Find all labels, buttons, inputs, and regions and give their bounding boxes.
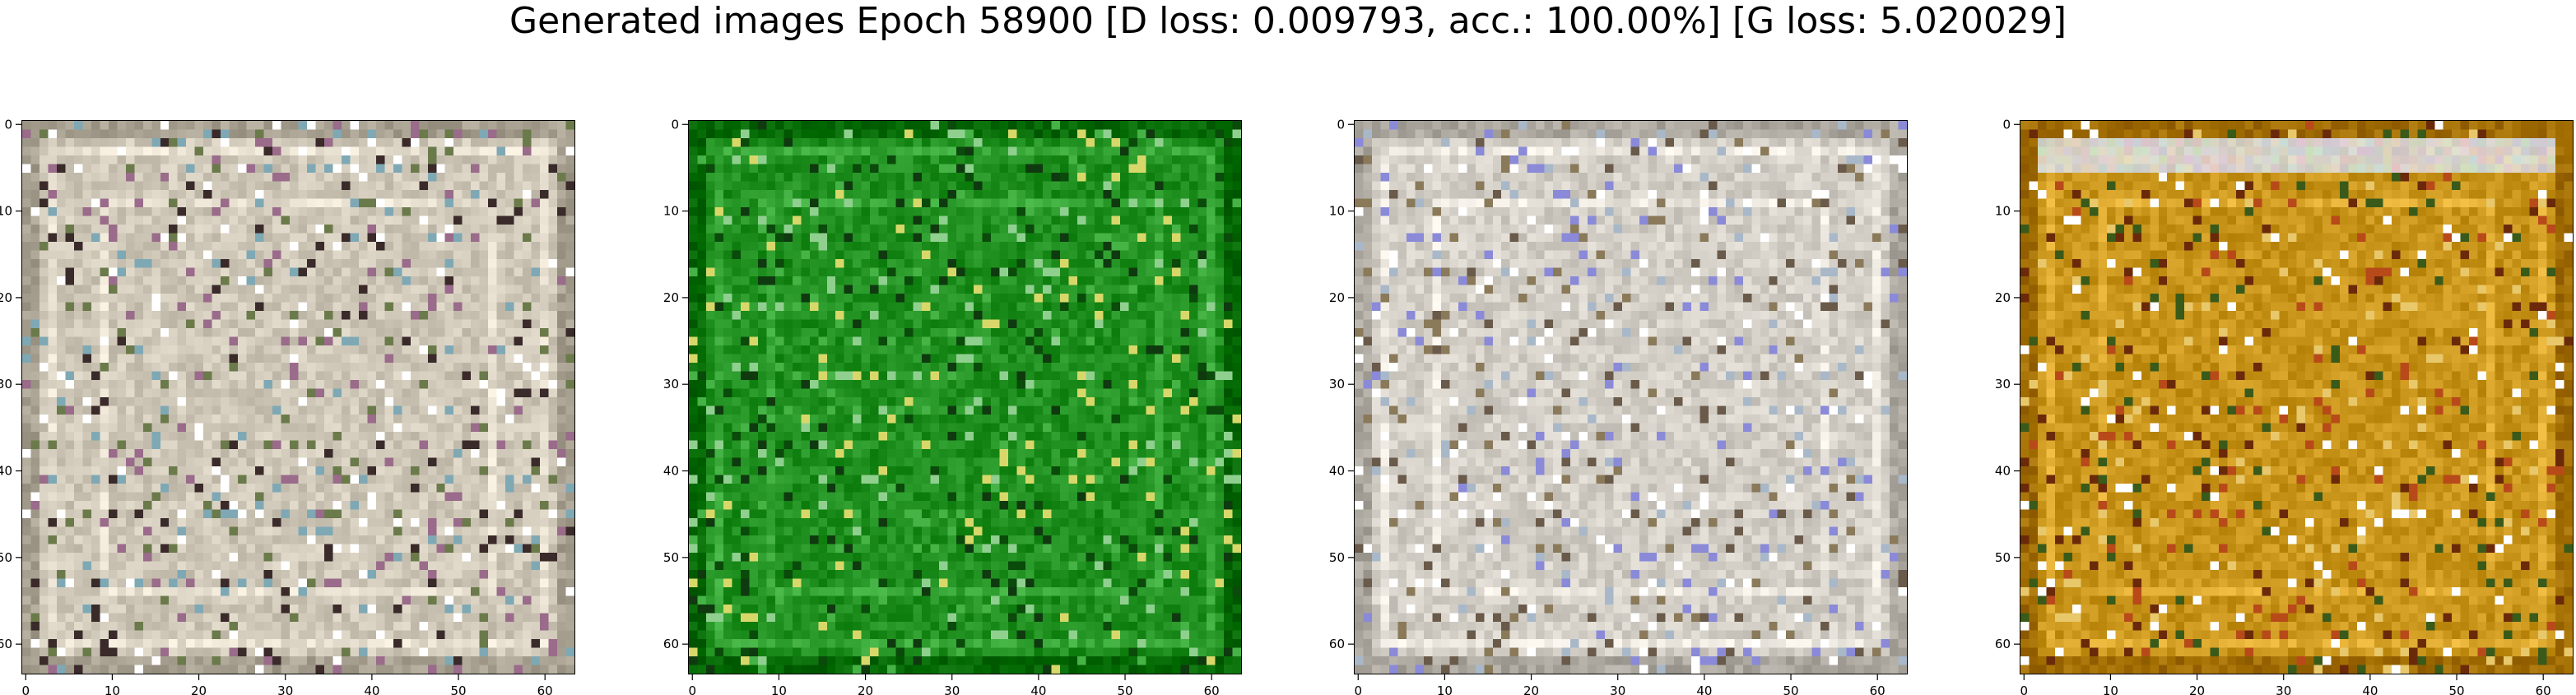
y-tick-label: 50	[1329, 550, 1345, 565]
axes-2: 0 10 20 30 40 50 60 0 10 20 30 40 50 60	[663, 117, 1220, 695]
y-tick-label: 20	[0, 290, 12, 305]
x-tick-label: 20	[1523, 683, 1539, 695]
x-tick-label: 30	[1610, 683, 1625, 695]
y-tick-label: 0	[2002, 117, 2011, 132]
y-tick-label: 10	[1995, 204, 2011, 219]
x-tick-label: 60	[1870, 683, 1886, 695]
generated-image-2	[688, 120, 1242, 674]
x-tick-label: 50	[1117, 683, 1132, 695]
y-tick-label: 30	[1329, 377, 1345, 392]
image-panel-2: 0 10 20 30 40 50 60 0 10 20 30 40 50 60	[663, 117, 1242, 695]
y-tick-label: 30	[663, 377, 679, 392]
y-tick-label: 30	[0, 377, 12, 392]
x-tick-label: 50	[450, 683, 466, 695]
y-tick-label: 60	[1329, 637, 1345, 651]
x-tick-label: 50	[1783, 683, 1798, 695]
x-tick-label: 20	[2189, 683, 2205, 695]
figure-title: Generated images Epoch 58900 [D loss: 0.…	[509, 0, 2067, 42]
x-tick-label: 40	[1696, 683, 1712, 695]
x-tick-label: 0	[688, 683, 696, 695]
image-panel-4: 0 10 20 30 40 50 60 0 10 20 30 40 50 60	[1995, 117, 2574, 695]
y-tick-label: 20	[1329, 290, 1345, 305]
y-tick-label: 10	[663, 204, 679, 219]
axes-3: 0 10 20 30 40 50 60 0 10 20 30 40 50 60	[1329, 117, 1886, 695]
y-tick-label: 0	[4, 117, 12, 132]
y-tick-label: 50	[0, 550, 12, 565]
y-tick-label: 60	[663, 637, 679, 651]
axes-1: 0 10 20 30 40 50 60 0 10 20 30 40 50 60	[0, 117, 553, 695]
y-tick-label: 60	[1995, 637, 2011, 651]
y-tick-label: 50	[663, 550, 679, 565]
x-tick-label: 20	[191, 683, 207, 695]
x-tick-label: 30	[944, 683, 960, 695]
x-tick-label: 60	[2536, 683, 2551, 695]
generated-image-4	[2020, 120, 2574, 674]
x-tick-label: 0	[2020, 683, 2028, 695]
x-tick-label: 40	[1030, 683, 1046, 695]
y-tick-label: 20	[1995, 290, 2011, 305]
x-tick-label: 0	[1354, 683, 1362, 695]
x-tick-label: 30	[277, 683, 293, 695]
x-tick-label: 60	[537, 683, 553, 695]
y-tick-label: 40	[0, 464, 12, 479]
image-panel-3: 0 10 20 30 40 50 60 0 10 20 30 40 50 60	[1329, 117, 1908, 695]
y-tick-label: 10	[0, 204, 12, 219]
x-tick-label: 10	[1437, 683, 1453, 695]
y-tick-label: 20	[663, 290, 679, 305]
x-tick-label: 30	[2276, 683, 2291, 695]
y-tick-label: 40	[1329, 464, 1345, 479]
y-tick-label: 40	[663, 464, 679, 479]
generated-image-3	[1354, 120, 1908, 674]
y-tick-label: 30	[1995, 377, 2011, 392]
x-tick-label: 0	[21, 683, 30, 695]
x-tick-label: 50	[2448, 683, 2464, 695]
x-tick-label: 10	[2103, 683, 2118, 695]
y-tick-label: 0	[1337, 117, 1345, 132]
y-tick-label: 10	[1329, 204, 1345, 219]
x-tick-label: 40	[364, 683, 379, 695]
x-tick-label: 10	[105, 683, 120, 695]
y-tick-label: 40	[1995, 464, 2011, 479]
image-panel-1: 0 10 20 30 40 50 60 0 10 20 30 40 50 60	[0, 117, 575, 695]
x-tick-label: 40	[2362, 683, 2378, 695]
y-tick-label: 60	[0, 637, 12, 651]
y-tick-label: 50	[1995, 550, 2011, 565]
y-tick-label: 0	[671, 117, 679, 132]
x-tick-label: 60	[1204, 683, 1220, 695]
generated-image-1	[21, 120, 575, 674]
x-tick-label: 20	[858, 683, 873, 695]
axes-4: 0 10 20 30 40 50 60 0 10 20 30 40 50 60	[1995, 117, 2551, 695]
x-tick-label: 10	[771, 683, 787, 695]
